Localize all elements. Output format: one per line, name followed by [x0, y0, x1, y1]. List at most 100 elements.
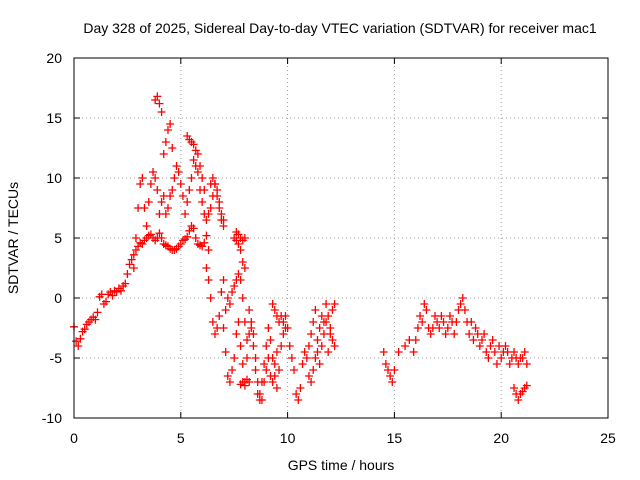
- data-point: [279, 318, 288, 326]
- data-point: [91, 315, 100, 324]
- data-point: [206, 294, 215, 302]
- data-point: [452, 318, 461, 326]
- data-point: [215, 198, 224, 206]
- data-point: [315, 360, 324, 368]
- data-point: [161, 241, 170, 250]
- data-point: [131, 246, 140, 254]
- data-point: [166, 192, 175, 200]
- data-point: [497, 354, 506, 362]
- data-point: [223, 294, 232, 302]
- data-point: [142, 222, 151, 230]
- y-tick-label: 10: [46, 170, 62, 186]
- data-point: [131, 234, 140, 242]
- data-point: [144, 198, 153, 206]
- data-point: [178, 236, 187, 245]
- data-point: [219, 216, 228, 224]
- data-point: [522, 381, 531, 390]
- data-point: [264, 354, 273, 362]
- data-point: [112, 288, 121, 296]
- data-point: [270, 360, 279, 368]
- y-tick-label: -5: [50, 350, 63, 366]
- data-point: [151, 96, 160, 104]
- data-point: [394, 348, 403, 356]
- data-point: [183, 132, 192, 140]
- data-point: [251, 354, 260, 362]
- data-point: [247, 318, 256, 326]
- data-point: [313, 348, 322, 356]
- data-point: [450, 330, 459, 338]
- data-point: [270, 306, 279, 314]
- data-point: [234, 240, 243, 248]
- data-point: [255, 390, 264, 398]
- data-point: [225, 300, 234, 308]
- data-point: [189, 140, 198, 149]
- data-point: [170, 174, 179, 182]
- data-point: [324, 312, 333, 320]
- data-point: [217, 210, 226, 218]
- data-point: [501, 342, 510, 350]
- data-point: [281, 312, 290, 320]
- x-axis-label: GPS time / hours: [288, 457, 395, 473]
- data-point: [202, 231, 211, 240]
- data-point: [458, 294, 467, 302]
- data-point: [172, 162, 181, 170]
- data-point: [74, 342, 83, 350]
- data-point: [441, 330, 450, 338]
- data-point: [208, 174, 217, 182]
- data-point: [200, 238, 209, 247]
- data-point: [296, 384, 305, 392]
- data-point: [322, 300, 331, 308]
- x-tick-label: 20: [493, 430, 509, 446]
- data-point: [217, 288, 226, 296]
- data-point: [245, 378, 254, 386]
- data-point: [198, 198, 207, 206]
- data-point: [287, 354, 296, 362]
- data-point: [149, 168, 158, 176]
- data-point: [304, 372, 313, 380]
- data-point: [520, 348, 529, 356]
- data-point: [221, 348, 230, 356]
- data-point: [204, 246, 213, 254]
- data-point: [426, 330, 435, 338]
- data-point: [416, 312, 425, 320]
- data-point: [275, 366, 284, 374]
- data-point: [490, 348, 499, 356]
- data-point: [409, 348, 418, 356]
- data-point: [420, 300, 429, 308]
- data-point: [163, 126, 172, 134]
- data-point: [443, 324, 452, 332]
- axis-ticks: 0 5 10 15 20 25 -10 -5 0 5 10 15 20: [42, 50, 616, 446]
- data-point: [390, 366, 399, 374]
- data-point: [260, 360, 269, 368]
- data-point: [168, 144, 177, 152]
- data-point: [230, 354, 239, 362]
- data-point: [313, 336, 322, 344]
- data-point: [456, 300, 465, 308]
- data-point: [136, 180, 145, 188]
- data-point: [236, 246, 245, 254]
- x-tick-label: 15: [387, 430, 403, 446]
- data-point: [238, 360, 247, 368]
- data-point: [435, 324, 444, 332]
- data-point: [249, 342, 258, 350]
- data-point: [198, 174, 207, 182]
- data-point: [161, 138, 170, 146]
- data-point: [155, 99, 164, 108]
- data-point: [290, 366, 299, 374]
- data-point: [328, 306, 337, 314]
- x-tick-label: 10: [280, 430, 296, 446]
- data-point: [251, 366, 260, 374]
- data-point: [309, 366, 318, 374]
- data-point: [191, 234, 200, 242]
- data-point: [80, 325, 89, 334]
- data-point: [245, 306, 254, 314]
- data-point: [116, 286, 125, 295]
- data-point: [260, 378, 269, 386]
- data-point: [234, 270, 243, 278]
- data-point: [322, 318, 331, 326]
- data-point: [465, 330, 474, 338]
- data-point: [223, 372, 232, 380]
- data-point: [146, 180, 155, 188]
- data-point: [484, 354, 493, 362]
- data-point: [153, 92, 162, 101]
